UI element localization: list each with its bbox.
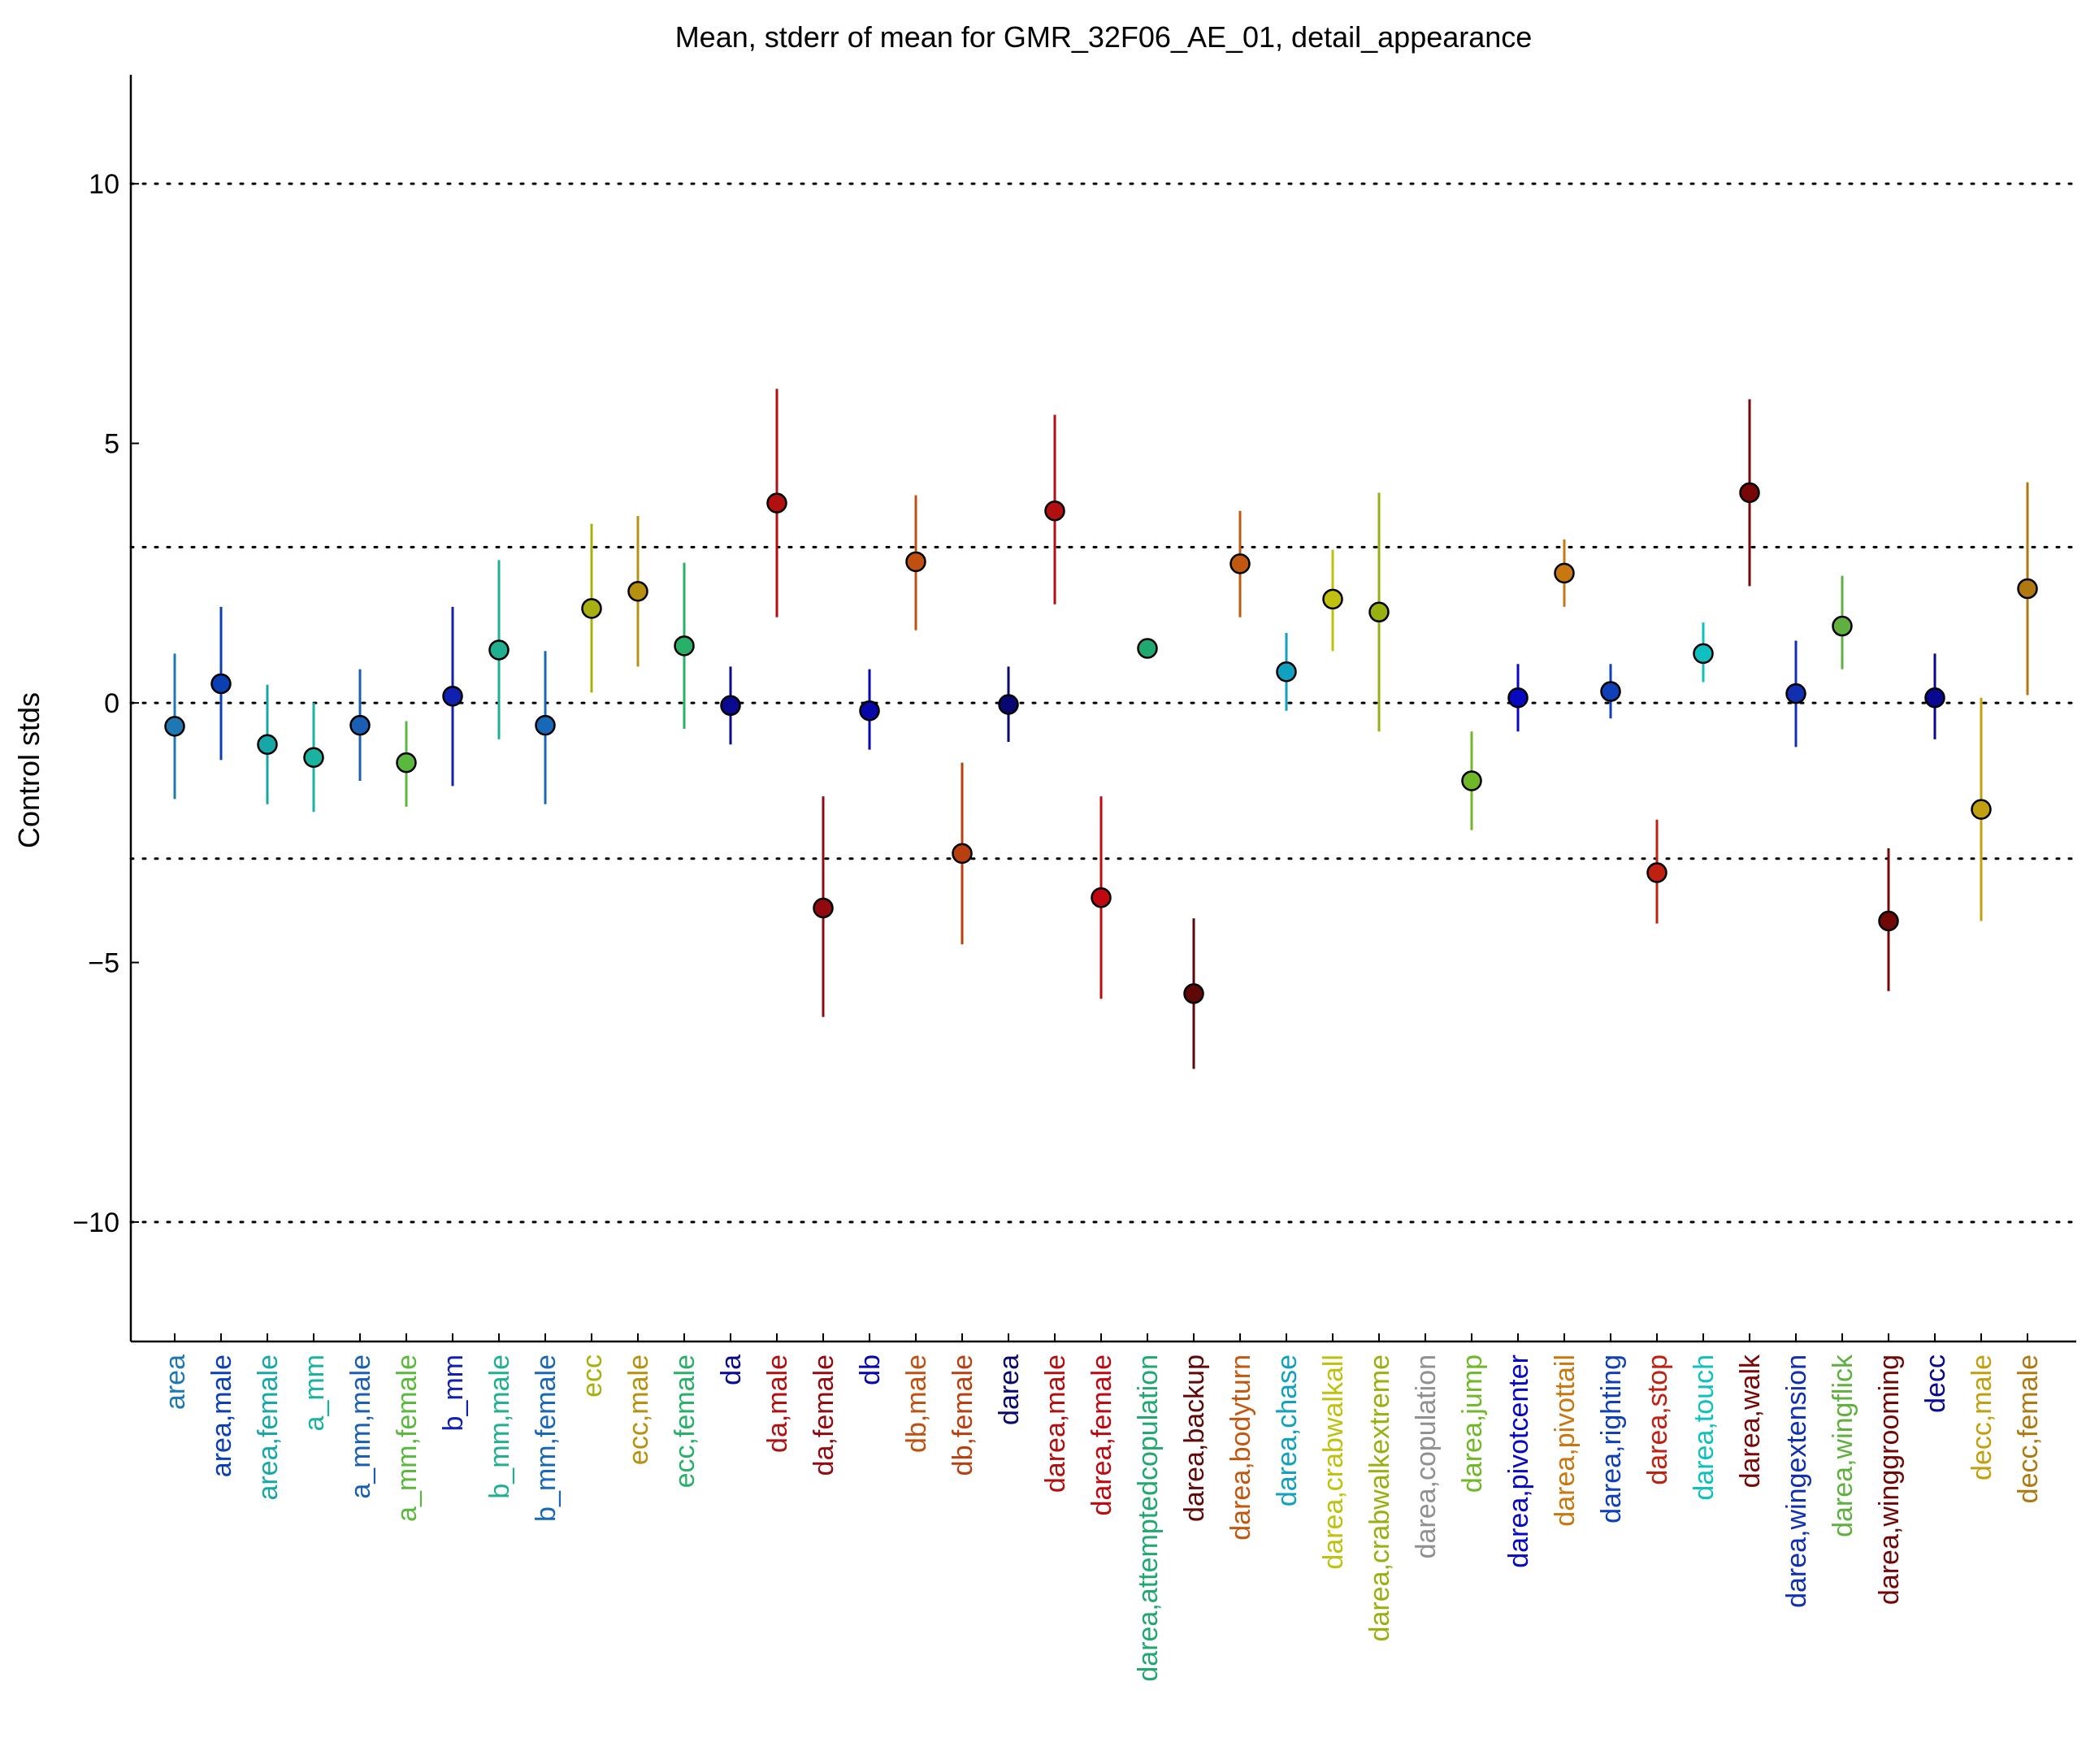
mean-marker <box>1785 683 1806 704</box>
y-tick-label: −5 <box>88 948 119 979</box>
mean-marker <box>720 695 741 717</box>
x-tick-label: ecc <box>577 1354 608 1398</box>
x-tick-label: darea,touch <box>1689 1354 1720 1501</box>
x-tick-label: darea,pivottail <box>1550 1354 1581 1527</box>
mean-marker <box>952 843 973 865</box>
x-tick-label: darea,wingflick <box>1828 1354 1858 1537</box>
mean-marker <box>627 580 648 602</box>
y-tick-label: 5 <box>104 429 119 460</box>
mean-marker <box>813 897 834 919</box>
x-tick-label: decc,male <box>1967 1354 1997 1480</box>
y-tick-label: −10 <box>72 1207 119 1238</box>
x-tick-label: darea,bodyturn <box>1225 1354 1256 1541</box>
mean-marker <box>1507 687 1529 709</box>
x-tick-label: darea,crabwalkextreme <box>1364 1354 1395 1641</box>
mean-marker <box>1322 588 1343 610</box>
x-tick-label: darea,jump <box>1457 1354 1488 1493</box>
x-tick-label: darea,chase <box>1272 1354 1303 1506</box>
x-tick-label: darea,copulation <box>1411 1354 1442 1558</box>
x-tick-label: area,male <box>206 1354 237 1477</box>
x-tick-label: darea,female <box>1086 1354 1117 1515</box>
mean-marker <box>1044 500 1065 522</box>
mean-marker <box>303 747 324 768</box>
y-tick-label: 10 <box>89 169 119 200</box>
mean-marker <box>1276 661 1297 683</box>
mean-marker <box>1137 638 1158 659</box>
x-tick-label: b_mm,male <box>484 1354 515 1499</box>
mean-marker <box>1924 687 1945 709</box>
x-tick-label: area,female <box>253 1354 284 1501</box>
mean-marker <box>1554 562 1575 584</box>
mean-marker <box>349 714 371 736</box>
x-ticks: area area,male area,female a_mm a_mm,male a_m… <box>160 1333 2044 1682</box>
mean-marker <box>1878 910 1899 932</box>
x-tick-label: area <box>160 1354 191 1410</box>
x-tick-label: darea,backup <box>1179 1354 1210 1522</box>
x-tick-label: darea,male <box>1040 1354 1071 1493</box>
x-tick-label: db,male <box>901 1354 932 1453</box>
x-tick-label: b_mm <box>438 1354 469 1431</box>
y-ticks: −10 −5 0 5 10 <box>72 169 139 1238</box>
x-tick-label: darea,righting <box>1596 1354 1627 1523</box>
mean-marker <box>1832 615 1853 637</box>
x-tick-label: darea <box>994 1354 1025 1425</box>
x-tick-label: darea,attemptedcopulation <box>1133 1354 1164 1682</box>
mean-marker <box>535 714 556 736</box>
mean-marker <box>766 492 787 514</box>
x-tick-label: b_mm,female <box>531 1354 562 1522</box>
x-tick-label: a_mm,male <box>345 1354 376 1499</box>
mean-marker <box>396 752 417 774</box>
mean-marker <box>859 700 880 722</box>
x-tick-label: da <box>716 1354 747 1385</box>
x-tick-label: darea,stop <box>1642 1354 1673 1485</box>
mean-marker <box>1971 799 1992 820</box>
mean-marker <box>2017 578 2038 600</box>
mean-marker <box>1183 983 1204 1004</box>
chart-title: Mean, stderr of mean for GMR_32F06_AE_01… <box>675 20 1533 54</box>
x-tick-label: db <box>855 1354 886 1385</box>
mean-marker <box>488 639 510 661</box>
x-tick-label: darea,winggrooming <box>1874 1354 1905 1605</box>
y-axis-label: Control stds <box>12 692 46 848</box>
mean-marker <box>1600 681 1621 702</box>
x-tick-label: db,female <box>948 1354 978 1476</box>
mean-marker <box>1739 482 1760 504</box>
mean-marker <box>581 598 602 619</box>
mean-marker <box>210 673 232 695</box>
x-tick-label: decc,female <box>2013 1354 2044 1503</box>
mean-marker <box>257 734 278 755</box>
mean-marker <box>1693 643 1714 665</box>
x-tick-label: a_mm <box>299 1354 330 1431</box>
mean-marker <box>998 694 1019 715</box>
x-tick-label: darea,walk <box>1735 1354 1766 1488</box>
x-tick-label: ecc,female <box>670 1354 700 1488</box>
data-marks <box>164 388 2038 1069</box>
mean-marker <box>1461 770 1482 791</box>
axes <box>129 75 2076 1343</box>
mean-marker <box>674 635 695 657</box>
x-tick-label: ecc,male <box>623 1354 654 1465</box>
reference-lines <box>129 182 2078 1224</box>
x-tick-label: darea,crabwalkall <box>1318 1354 1349 1570</box>
x-tick-label: da,female <box>809 1354 839 1476</box>
x-tick-label: darea,wingextension <box>1781 1354 1812 1608</box>
mean-marker <box>1646 862 1667 883</box>
mean-marker <box>442 686 463 707</box>
x-tick-label: darea,pivotcenter <box>1503 1354 1534 1568</box>
mean-marker <box>1368 601 1390 623</box>
x-tick-label: da,male <box>762 1354 793 1453</box>
y-tick-label: 0 <box>104 688 119 719</box>
mean-marker <box>1229 553 1251 574</box>
x-tick-label: a_mm,female <box>392 1354 423 1522</box>
mean-marker <box>1091 886 1112 908</box>
x-tick-label: decc <box>1920 1354 1951 1413</box>
mean-marker <box>164 716 185 737</box>
mean-marker <box>905 551 926 573</box>
